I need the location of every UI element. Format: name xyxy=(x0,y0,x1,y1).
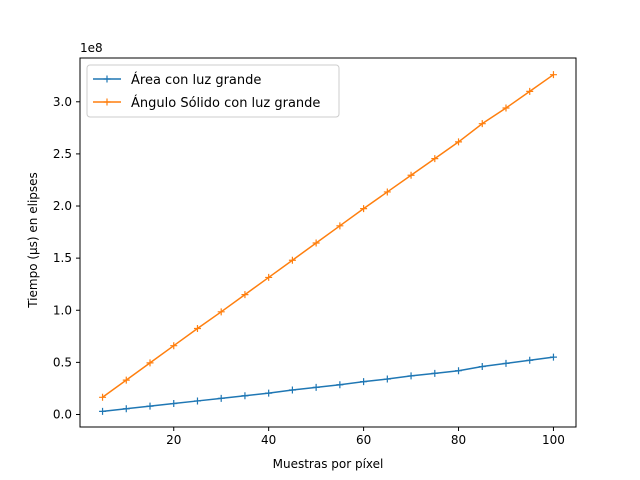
x-tick-label: 40 xyxy=(261,433,276,447)
data-point-marker xyxy=(193,397,201,405)
data-point-marker xyxy=(288,386,296,394)
legend-box xyxy=(86,64,340,118)
y-tick-label: 0.5 xyxy=(53,355,72,369)
y-tick-label: 0.0 xyxy=(53,407,72,421)
y-tick-label: 3.0 xyxy=(53,95,72,109)
y-tick-label: 2.0 xyxy=(53,199,72,213)
data-point-marker xyxy=(217,308,225,316)
data-point-marker xyxy=(217,394,225,402)
data-point-marker xyxy=(478,120,486,128)
data-point-marker xyxy=(312,383,320,391)
data-point-marker xyxy=(170,400,178,408)
x-tick-label: 80 xyxy=(451,433,466,447)
data-point-marker xyxy=(336,381,344,389)
data-point-marker xyxy=(265,273,273,281)
data-point-marker xyxy=(407,372,415,380)
data-point-marker xyxy=(146,359,154,367)
x-tick-label: 60 xyxy=(356,433,371,447)
data-point-marker xyxy=(288,256,296,264)
legend-label: Área con luz grande xyxy=(131,72,261,88)
series-1 xyxy=(99,353,557,415)
data-point-marker xyxy=(549,353,557,361)
data-point-marker xyxy=(502,359,510,367)
data-point-marker xyxy=(99,393,107,401)
data-point-marker xyxy=(360,378,368,386)
x-axis-label: Muestras por píxel xyxy=(273,457,384,471)
data-point-marker xyxy=(193,324,201,332)
legend-item: Ángulo Sólido con luz grande xyxy=(93,95,320,111)
data-point-marker xyxy=(122,405,130,413)
data-point-marker xyxy=(455,367,463,375)
data-point-marker xyxy=(383,375,391,383)
legend-label: Ángulo Sólido con luz grande xyxy=(131,95,320,111)
data-point-marker xyxy=(526,356,534,364)
series-2 xyxy=(99,71,557,401)
data-point-marker xyxy=(241,291,249,299)
data-point-marker xyxy=(265,389,273,397)
data-point-marker xyxy=(336,222,344,230)
legend: Área con luz grande Ángulo Sólido con luz… xyxy=(86,64,340,118)
data-point-marker xyxy=(455,138,463,146)
y-tick-label: 1.5 xyxy=(53,251,72,265)
x-tick-label: 20 xyxy=(166,433,181,447)
series-layer xyxy=(99,71,557,415)
data-point-marker xyxy=(526,87,534,95)
data-point-marker xyxy=(383,188,391,196)
legend-marker xyxy=(103,75,111,83)
data-point-marker xyxy=(502,104,510,112)
y-axis-ticks: 0.0 0.5 1.0 1.5 2.0 2.5 3.0 xyxy=(53,95,80,421)
y-tick-label: 2.5 xyxy=(53,147,72,161)
legend-marker xyxy=(103,98,111,106)
data-point-marker xyxy=(122,376,130,384)
y-offset-text: 1e8 xyxy=(80,41,103,55)
series-line xyxy=(102,356,554,413)
data-point-marker xyxy=(170,342,178,350)
data-point-marker xyxy=(407,171,415,179)
data-point-marker xyxy=(431,155,439,163)
data-point-marker xyxy=(146,402,154,410)
x-tick-label: 100 xyxy=(542,433,565,447)
data-point-marker xyxy=(549,71,557,79)
y-axis-label: Tiempo (μs) en elipses xyxy=(26,172,40,309)
data-point-marker xyxy=(431,369,439,377)
data-point-marker xyxy=(241,392,249,400)
series-line xyxy=(102,74,554,398)
y-tick-label: 1.0 xyxy=(53,303,72,317)
data-point-marker xyxy=(360,205,368,213)
data-point-marker xyxy=(312,239,320,247)
data-point-marker xyxy=(99,407,107,415)
legend-item: Área con luz grande xyxy=(93,72,261,88)
x-axis-ticks: 20 40 60 80 100 xyxy=(166,427,565,447)
data-point-marker xyxy=(478,363,486,371)
